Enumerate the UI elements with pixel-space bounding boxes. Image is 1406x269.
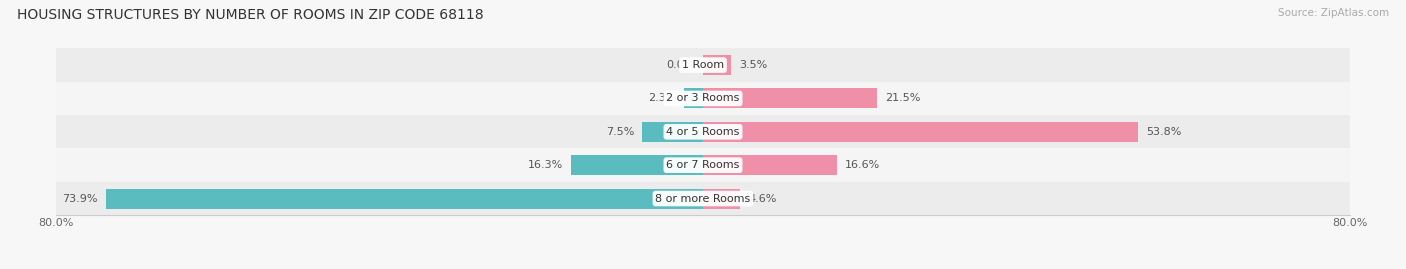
Text: 6 or 7 Rooms: 6 or 7 Rooms [666,160,740,170]
Bar [56,148,1350,182]
Text: 16.3%: 16.3% [527,160,564,170]
Bar [56,115,1350,148]
Bar [703,89,877,108]
Bar [56,148,1350,182]
Text: 4.6%: 4.6% [748,193,776,204]
Text: 1 Room: 1 Room [682,60,724,70]
Bar [703,55,731,75]
Bar [56,182,1350,215]
Text: 4 or 5 Rooms: 4 or 5 Rooms [666,127,740,137]
Bar [56,48,1350,82]
Bar [643,122,703,142]
Text: 3.5%: 3.5% [740,60,768,70]
Text: 53.8%: 53.8% [1146,127,1181,137]
Text: 16.6%: 16.6% [845,160,880,170]
Text: 2.3%: 2.3% [648,93,676,104]
Bar [703,189,740,208]
Bar [56,115,1350,148]
Bar [56,48,1350,82]
Bar [56,182,1350,215]
Bar [685,89,703,108]
Text: 21.5%: 21.5% [884,93,921,104]
Text: HOUSING STRUCTURES BY NUMBER OF ROOMS IN ZIP CODE 68118: HOUSING STRUCTURES BY NUMBER OF ROOMS IN… [17,8,484,22]
Bar [703,122,1137,142]
Bar [56,82,1350,115]
Text: 8 or more Rooms: 8 or more Rooms [655,193,751,204]
Bar [571,155,703,175]
Text: 2 or 3 Rooms: 2 or 3 Rooms [666,93,740,104]
Bar [56,82,1350,115]
Bar [105,189,703,208]
Bar [703,155,837,175]
Text: 7.5%: 7.5% [606,127,634,137]
Text: 73.9%: 73.9% [62,193,97,204]
Text: 0.0%: 0.0% [666,60,695,70]
Text: Source: ZipAtlas.com: Source: ZipAtlas.com [1278,8,1389,18]
